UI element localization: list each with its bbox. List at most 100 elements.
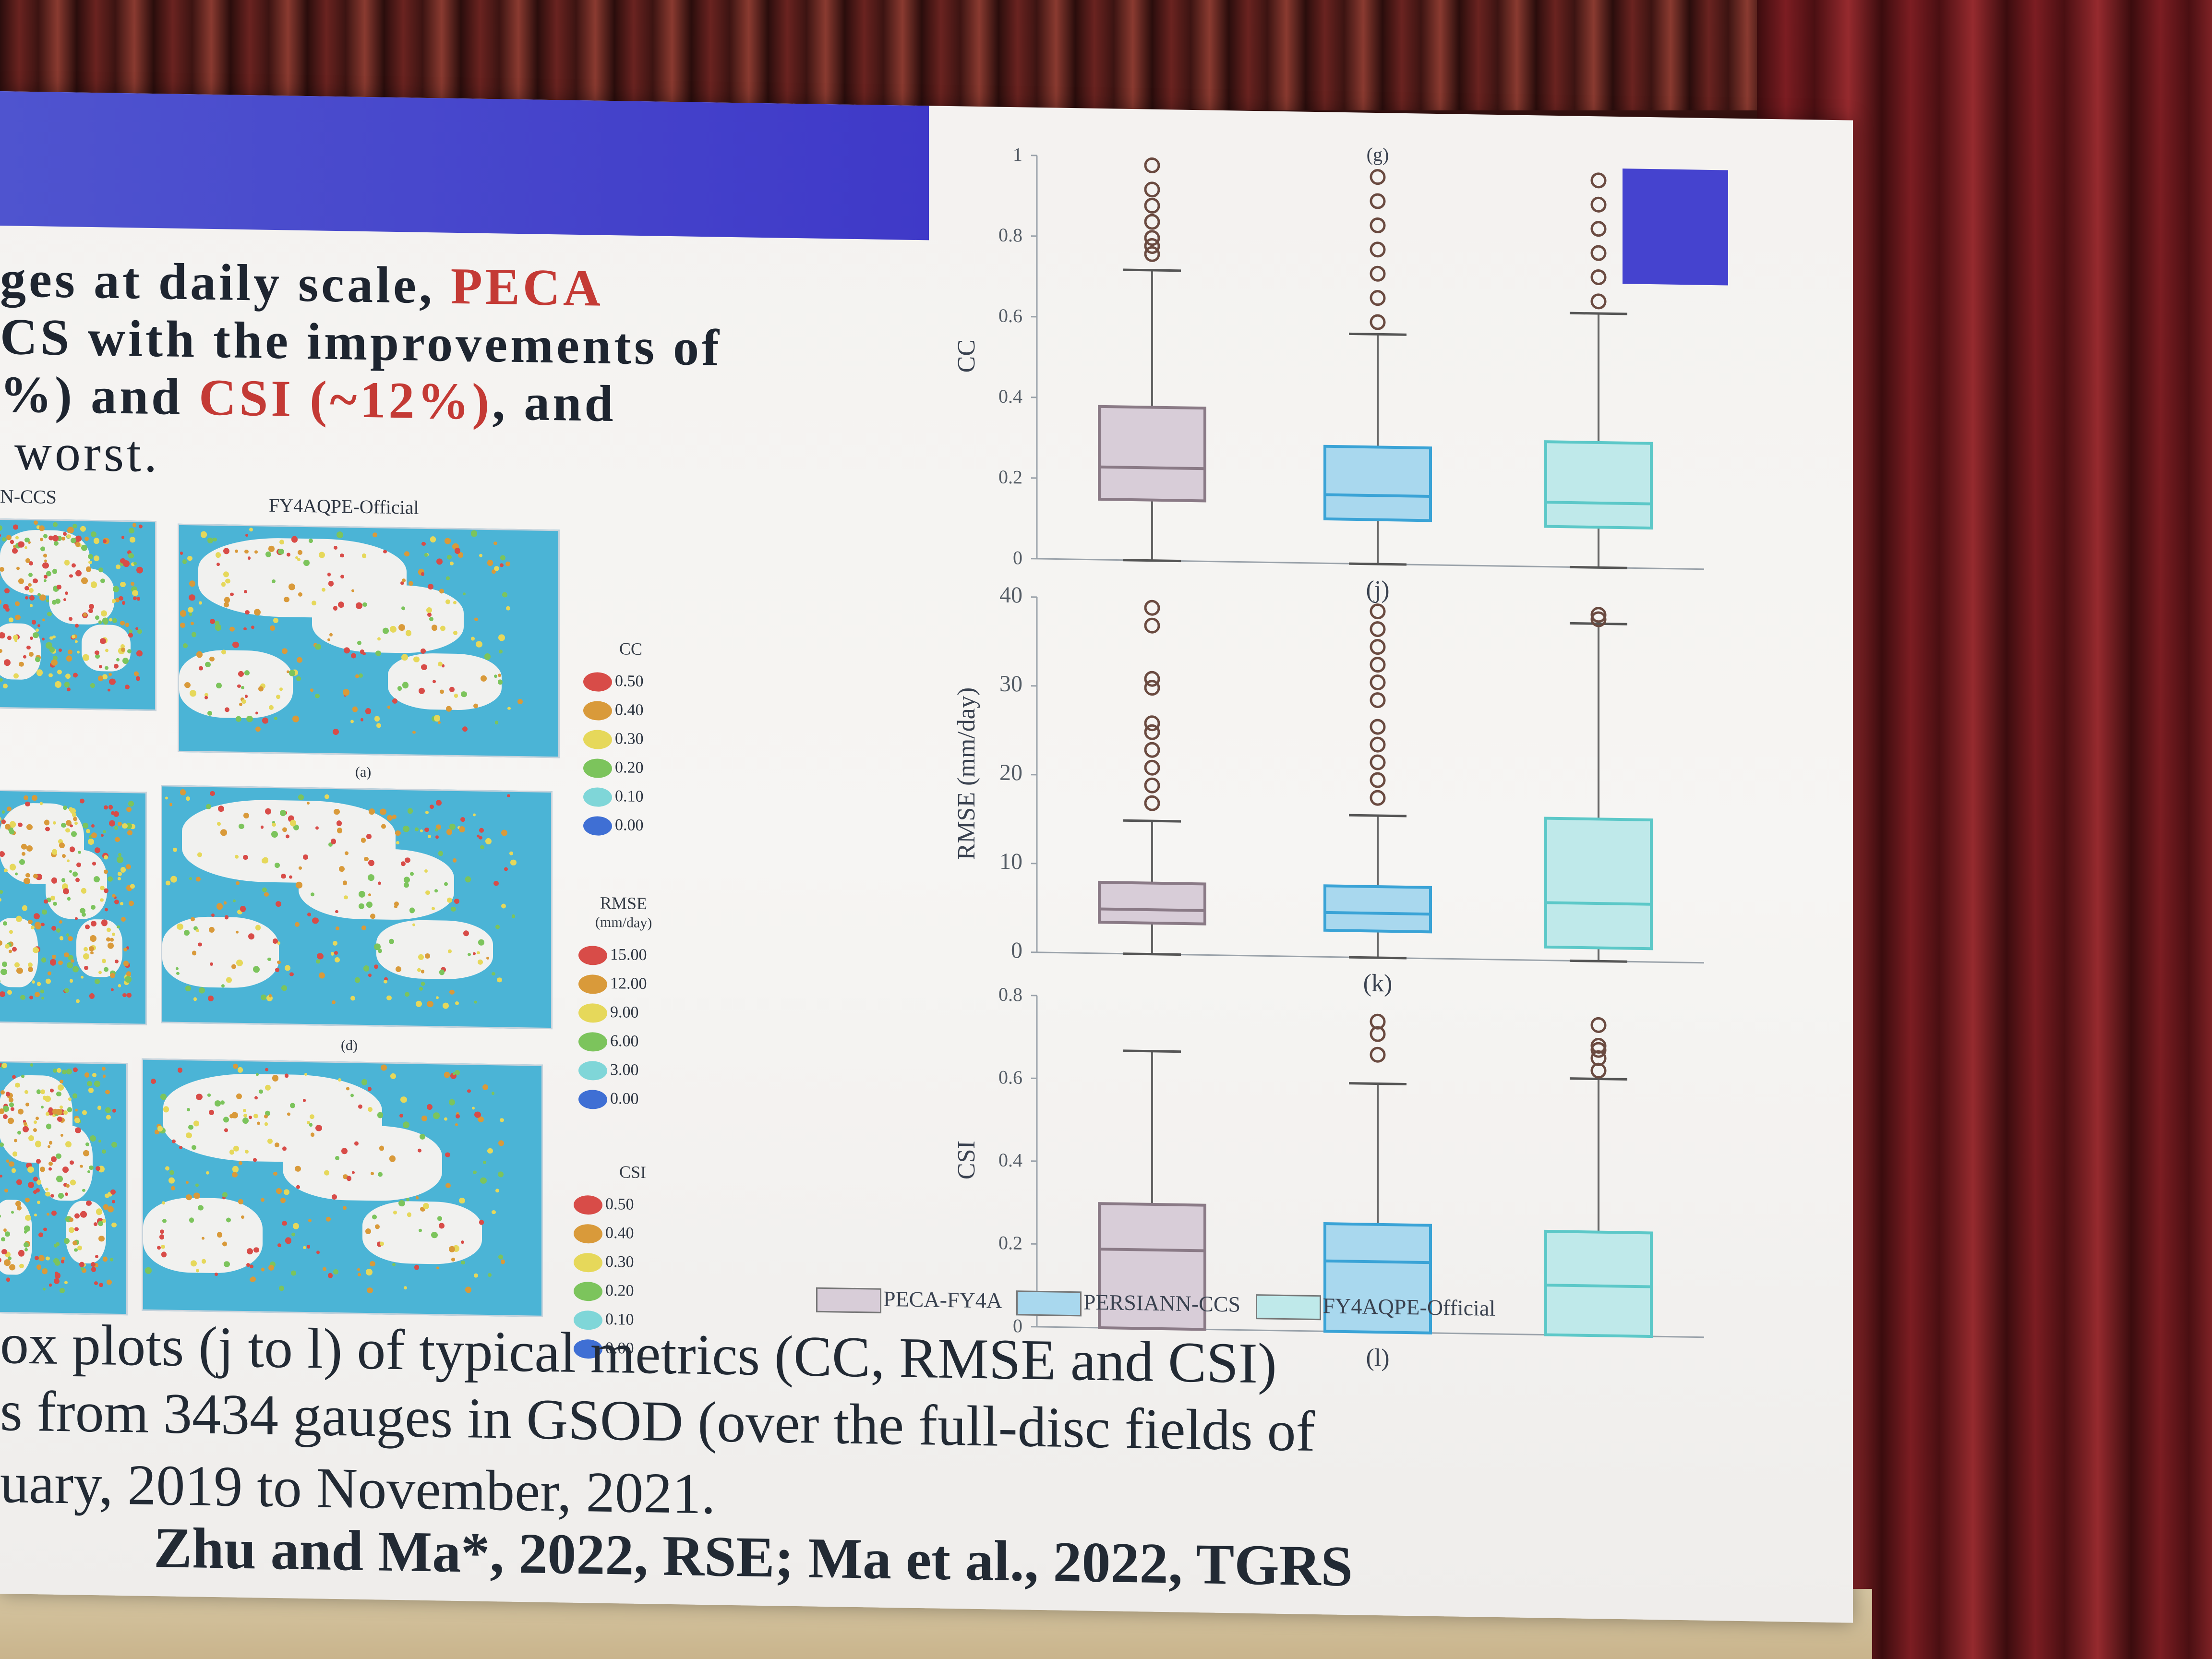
map-gauge-dot (479, 828, 484, 833)
map-gauge-dot (106, 1115, 111, 1120)
map-gauge-dot (382, 627, 389, 634)
map-gauge-dot (269, 994, 272, 998)
map-gauge-dot (334, 808, 340, 815)
map-gauge-dot (421, 970, 425, 974)
legend-title: CC (619, 639, 643, 659)
map-gauge-dot (289, 670, 295, 676)
map-gauge-dot (360, 718, 364, 721)
panel-letter: (g) (1367, 144, 1389, 166)
box-outlier (1144, 742, 1160, 758)
box-whisker-cap (1349, 1082, 1407, 1086)
map-gauge-dot (350, 996, 356, 1001)
map-gauge-dot (189, 877, 192, 880)
map-gauge-dot (67, 896, 71, 901)
legend-value: 6.00 (610, 1032, 639, 1050)
map-gauge-dot (35, 657, 40, 662)
box-whisker-cap (1570, 622, 1627, 625)
map-gauge-dot (67, 534, 71, 539)
map-gauge-dot (199, 601, 202, 605)
map-gauge-dot (92, 1073, 96, 1078)
map-gauge-dot (220, 829, 227, 836)
map-gauge-dot (229, 626, 235, 632)
map-gauge-dot (65, 673, 71, 679)
map-gauge-dot (231, 1172, 238, 1178)
map-gauge-dot (4, 588, 10, 593)
map-gauge-dot (272, 822, 276, 827)
map-gauge-dot (421, 664, 427, 671)
map-gauge-dot (42, 562, 49, 569)
map-gauge-dot (308, 1219, 312, 1223)
map-gauge-dot (298, 550, 302, 555)
map-gauge-dot (309, 539, 313, 543)
map-gauge-dot (89, 1165, 94, 1170)
map-gauge-dot (210, 791, 215, 796)
map-gauge-dot (310, 688, 313, 692)
map-gauge-dot (431, 1231, 438, 1238)
box-outlier (1590, 1017, 1607, 1033)
map-gauge-dot (330, 951, 334, 956)
map-gauge-dot (70, 824, 73, 828)
map-gauge-dot (83, 1150, 90, 1156)
map-gauge-dot (260, 1198, 264, 1202)
map-gauge-dot (86, 829, 91, 833)
map-gauge-dot (63, 1110, 68, 1115)
map-gauge-dot (111, 1142, 117, 1148)
legend-color-dot (583, 816, 612, 836)
box-outlier (1144, 230, 1160, 246)
map-gauge-dot (244, 589, 248, 593)
map-gauge-dot (98, 620, 102, 624)
map-gauge-dot (160, 1229, 165, 1234)
map-gauge-dot (88, 560, 92, 565)
map-gauge-dot (193, 1192, 200, 1199)
box-outlier (1370, 1046, 1386, 1063)
map-gauge-dot (0, 1174, 3, 1178)
map-gauge-dot (410, 872, 414, 876)
legend-item: 0.20 (574, 1281, 634, 1302)
map-gauge-dot (372, 532, 378, 538)
map-gauge-dot (206, 804, 212, 809)
map-gauge-dot (112, 586, 119, 593)
map-gauge-dot (92, 862, 96, 866)
box-median (1546, 501, 1651, 505)
map-gauge-dot (244, 670, 250, 676)
bullet-text: %) and (0, 366, 199, 426)
map-gauge-dot (189, 613, 192, 616)
map-gauge-dot (190, 621, 194, 625)
legend-value: 12.00 (610, 974, 647, 993)
map-gauge-dot (501, 830, 508, 836)
legend-item: 0.20 (583, 758, 644, 779)
map-gauge-dot (3, 921, 7, 926)
map-gauge-dot (483, 1160, 487, 1165)
box-median (1099, 465, 1205, 470)
map-gauge-dot (497, 673, 502, 677)
map-gauge-dot (0, 678, 3, 682)
map-gauge-dot (109, 973, 115, 978)
map-gauge-dot (231, 1112, 238, 1119)
map-gauge-dot (90, 951, 94, 955)
y-tick-label: 0.2 (998, 466, 1022, 488)
map-gauge-dot (368, 1107, 373, 1112)
map-gauge-dot (12, 548, 18, 554)
map-gauge-dot (488, 1273, 492, 1277)
map-gauge-dot (403, 882, 409, 888)
map-gauge-dot (380, 1241, 385, 1246)
map-gauge-dot (327, 1273, 333, 1278)
map-gauge-dot (100, 898, 104, 902)
map-gauge-dot (180, 789, 186, 795)
map-gauge-dot (367, 1287, 373, 1293)
map-gauge-dot (36, 925, 41, 930)
map-gauge-dot (437, 1216, 442, 1221)
map-gauge-dot (12, 524, 18, 530)
map-gauge-dot (72, 1093, 78, 1099)
map-gauge-dot (462, 726, 468, 732)
map-gauge-dot (333, 1269, 339, 1274)
map-gauge-dot (81, 544, 87, 551)
map-gauge-dot (388, 938, 394, 944)
map-gauge-dot (401, 653, 409, 661)
map-gauge-dot (436, 558, 443, 565)
map-gauge-dot (91, 531, 96, 537)
panel-letter: (j) (1366, 576, 1389, 604)
map-gauge-dot (199, 666, 203, 671)
map-gauge-dot (41, 1268, 48, 1274)
y-tick-label: 40 (999, 582, 1022, 608)
